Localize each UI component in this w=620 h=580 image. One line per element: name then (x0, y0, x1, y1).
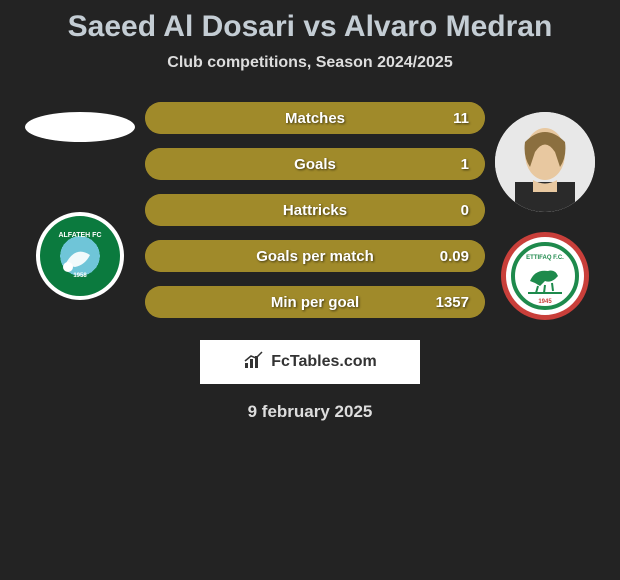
svg-text:ETTIFAQ F.C.: ETTIFAQ F.C. (526, 255, 564, 261)
stat-value: 0.09 (440, 248, 469, 265)
player1-club-badge: ALFATEH FC 1958 (36, 212, 124, 300)
left-column: ALFATEH FC 1958 (25, 102, 135, 300)
stat-value: 0 (461, 202, 469, 219)
stat-row-hattricks: Hattricks 0 (145, 194, 485, 226)
svg-text:1958: 1958 (73, 273, 87, 279)
stat-label: Goals (294, 156, 336, 173)
chart-icon (243, 351, 265, 374)
stat-label: Goals per match (256, 248, 374, 265)
page-title: Saeed Al Dosari vs Alvaro Medran (0, 10, 620, 44)
date-text: 9 february 2025 (0, 402, 620, 422)
stat-row-matches: Matches 11 (145, 102, 485, 134)
svg-text:1945: 1945 (538, 299, 552, 305)
subtitle: Club competitions, Season 2024/2025 (0, 54, 620, 72)
player2-avatar (495, 112, 595, 212)
player1-avatar-placeholder (25, 112, 135, 142)
stat-label: Hattricks (283, 202, 347, 219)
stats-column: Matches 11 Goals 1 Hattricks 0 Goals per… (145, 102, 485, 318)
stat-label: Min per goal (271, 294, 359, 311)
stat-value: 11 (453, 110, 469, 127)
svg-text:ALFATEH FC: ALFATEH FC (58, 232, 101, 239)
comparison-row: ALFATEH FC 1958 Matches 11 Goals 1 (0, 102, 620, 320)
player2-club-badge: ETTIFAQ F.C. 1945 (501, 232, 589, 320)
stat-row-goals: Goals 1 (145, 148, 485, 180)
stat-row-mpg: Min per goal 1357 (145, 286, 485, 318)
stat-value: 1357 (436, 294, 469, 311)
right-column: ETTIFAQ F.C. 1945 (495, 102, 595, 320)
player1-club-name: ALFATEH FC 1958 (50, 225, 110, 288)
stat-row-gpm: Goals per match 0.09 (145, 240, 485, 272)
brand-footer: FcTables.com (200, 340, 420, 384)
stat-value: 1 (461, 156, 469, 173)
comparison-infographic: Saeed Al Dosari vs Alvaro Medran Club co… (0, 0, 620, 422)
stat-label: Matches (285, 110, 345, 127)
brand-text: FcTables.com (271, 353, 377, 371)
